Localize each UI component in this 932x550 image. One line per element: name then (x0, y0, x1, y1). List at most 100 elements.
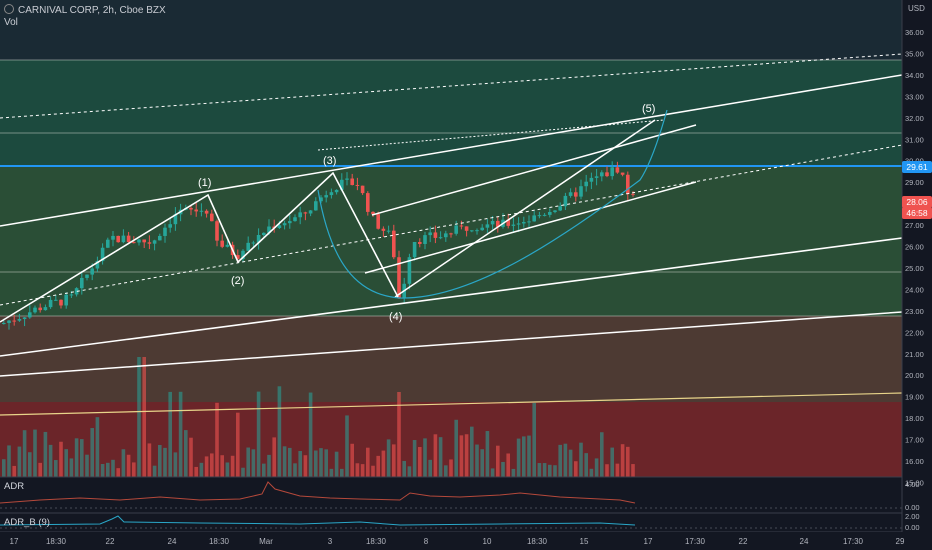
volume-legend[interactable]: Vol (4, 17, 18, 28)
volume-bar (501, 461, 505, 477)
price-tick: 20.00 (905, 371, 924, 380)
candle-body (392, 230, 396, 258)
zone-green-dark (0, 60, 902, 166)
volume-bar (210, 453, 214, 477)
candle-body (121, 235, 126, 243)
time-tick: 18:30 (527, 537, 548, 546)
volume-bar (490, 468, 495, 477)
candle-body (236, 255, 240, 259)
volume-bar (111, 459, 115, 477)
volume-bar (43, 431, 48, 477)
candles (2, 161, 635, 330)
volume-bar (189, 437, 193, 477)
symbol-legend[interactable]: CARNIVAL CORP, 2h, Cboe BZX (4, 4, 166, 16)
candle-body (74, 288, 79, 295)
volume-bar (371, 465, 375, 477)
price-axis[interactable]: 36.0035.0034.0033.0032.0031.0030.0029.00… (905, 28, 924, 487)
volume-bar (33, 429, 37, 477)
wave-label-2: (2) (231, 275, 244, 287)
adr-label[interactable]: ADR (4, 481, 25, 492)
volume-bar (459, 435, 464, 477)
volume-bar (293, 463, 297, 477)
volume-bar (340, 468, 344, 477)
volume-bar (246, 447, 250, 477)
candle-body (22, 317, 27, 320)
candle-body (85, 274, 89, 278)
volume-bar (38, 462, 42, 477)
price-tick: 21.00 (905, 350, 924, 359)
candle-body (350, 178, 354, 185)
candle-body (204, 210, 209, 214)
volume-bar (350, 443, 354, 477)
volume-bar (522, 436, 526, 477)
volume-bar (392, 444, 396, 477)
candle-body (475, 230, 479, 232)
candle-body (537, 215, 542, 217)
wave-label-4: (4) (389, 311, 402, 323)
volume-bar (329, 468, 334, 477)
candle-body (48, 299, 53, 308)
candle-body (38, 307, 42, 311)
candle-body (251, 242, 256, 244)
time-tick: 17:30 (685, 537, 706, 546)
candle-body (314, 201, 318, 211)
volume-bar (100, 463, 105, 477)
volume-bar (563, 443, 568, 477)
candle-body (241, 250, 245, 259)
volume-bar (272, 437, 276, 477)
time-tick: 3 (328, 537, 333, 546)
candle-body (303, 212, 308, 214)
volume-bar (381, 450, 386, 477)
volume-bar (527, 435, 531, 477)
candle-body (256, 235, 261, 243)
time-tick: 24 (800, 537, 809, 546)
candle-body (594, 176, 599, 178)
volume-bar (12, 465, 16, 477)
volume-bar (496, 445, 500, 477)
candle-body (548, 212, 552, 215)
candle-body (199, 210, 204, 212)
volume-bar (402, 460, 406, 477)
candle-body (116, 235, 120, 243)
time-tick: 17 (10, 537, 19, 546)
volume-bar (303, 455, 308, 477)
candle-body (470, 230, 474, 232)
candle-body (334, 189, 339, 193)
time-axis[interactable]: 17 18:30 22 24 18:30 Mar 3 18:30 8 10 18:30 15 17 17:… (10, 537, 905, 546)
candle-body (137, 239, 141, 243)
candle-body (345, 178, 349, 180)
candle-body (90, 268, 94, 275)
time-tick: 22 (106, 537, 115, 546)
candle-body (490, 220, 495, 225)
candle-body (158, 235, 162, 241)
volume-bar (22, 430, 27, 477)
volume-bar (319, 448, 323, 477)
candle-body (28, 312, 32, 318)
price-tick: 22.00 (905, 328, 924, 337)
candle-body (215, 221, 219, 241)
price-tick: 29.00 (905, 178, 924, 187)
volume-bar (116, 468, 120, 477)
volume-bar (397, 392, 401, 477)
volume-bar (7, 445, 11, 477)
volume-bar (137, 357, 141, 477)
line-price-tag: 29.61 (902, 161, 932, 173)
volume-bar (28, 452, 32, 477)
currency-label[interactable]: USD (908, 4, 925, 13)
candle-body (532, 215, 536, 222)
volume-bar (90, 428, 94, 477)
candle-body (485, 224, 490, 228)
candle-body (631, 193, 635, 195)
adr-b-label[interactable]: ADR_B (9) (4, 517, 50, 528)
volume-bar (511, 468, 516, 477)
candle-body (584, 181, 588, 187)
price-tick: 16.00 (905, 457, 924, 466)
volume-bar (288, 447, 292, 477)
volume-bar (366, 447, 370, 477)
status-dot-icon (4, 4, 14, 14)
candle-body (69, 294, 74, 296)
candle-body (600, 172, 604, 177)
volume-bar (423, 438, 427, 477)
volume-bar (334, 451, 339, 477)
